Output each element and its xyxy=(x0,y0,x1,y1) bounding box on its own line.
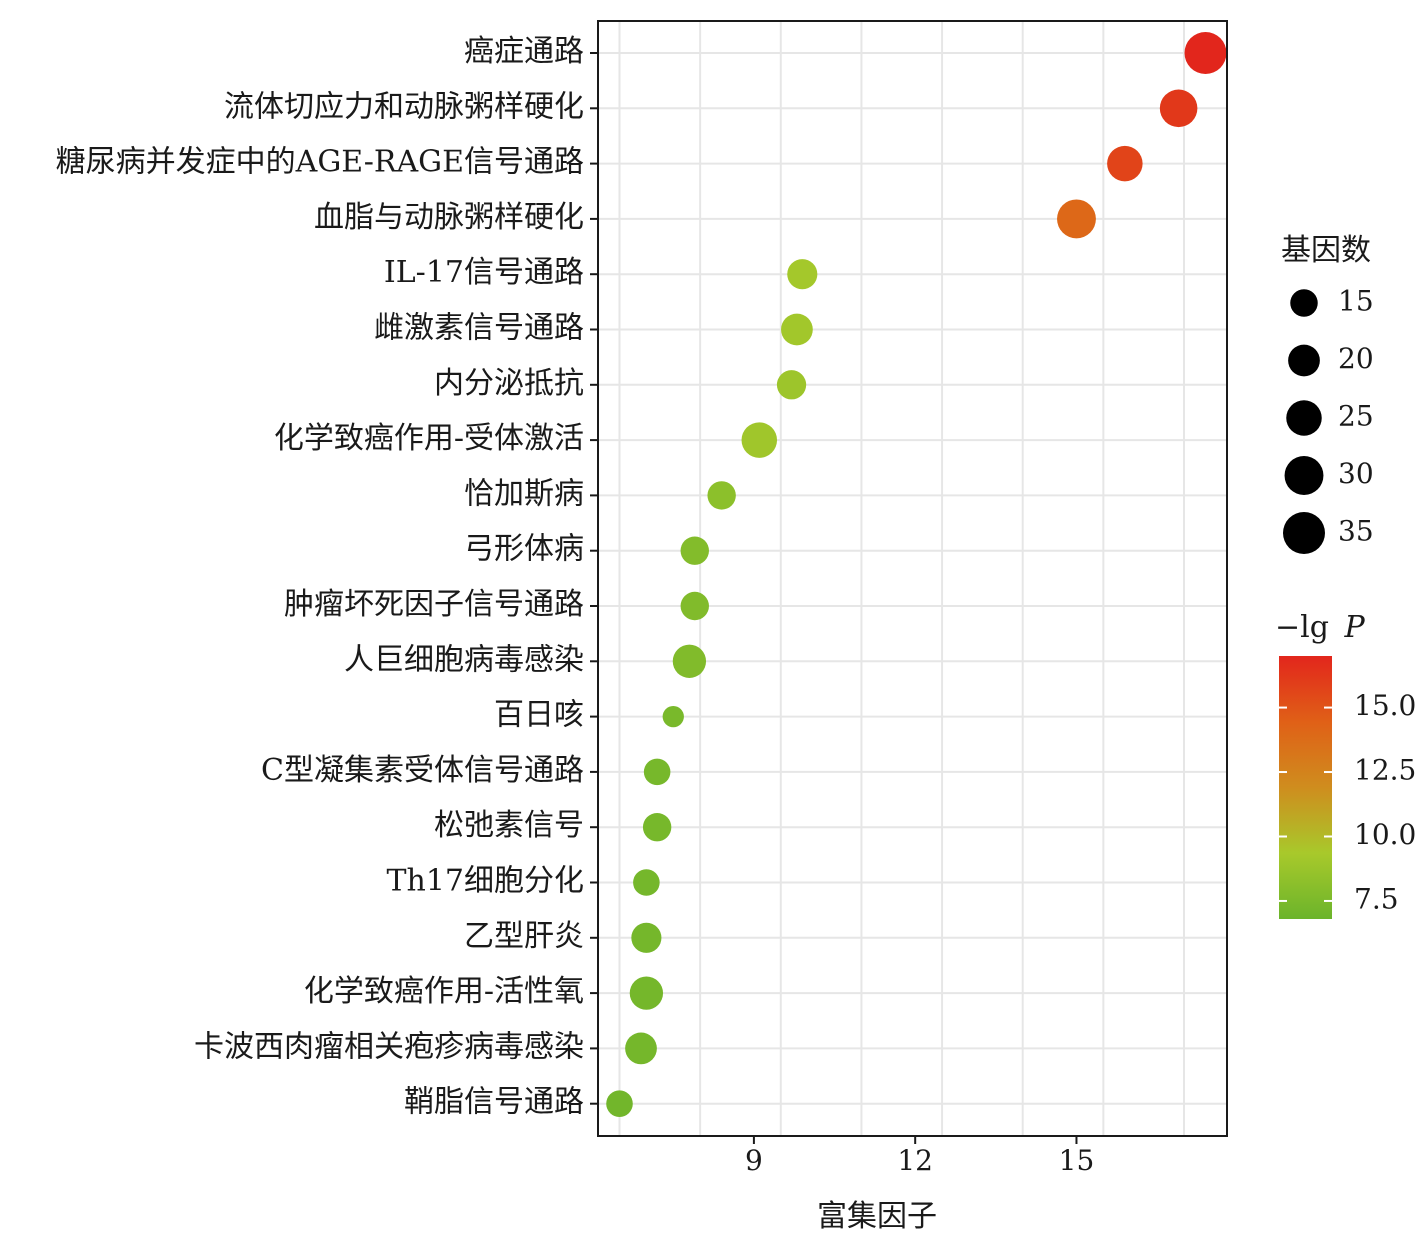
x-axis-ticks: 9 12 15 xyxy=(745,1136,1094,1177)
category-label: Th17细胞分化 xyxy=(386,864,584,899)
color-tick-label: 12.5 xyxy=(1354,754,1416,787)
data-point xyxy=(1184,31,1227,75)
category-label: 内分泌抵抗 xyxy=(434,366,584,401)
size-legend-dot xyxy=(1284,456,1324,495)
size-legend-dot xyxy=(1282,511,1326,555)
color-tick-label: 10.0 xyxy=(1354,818,1416,851)
category-label: 流体切应力和动脉粥样硬化 xyxy=(224,89,584,124)
size-legend-dot xyxy=(1286,400,1322,436)
data-point xyxy=(633,869,660,896)
data-point xyxy=(631,922,662,953)
data-point xyxy=(643,758,671,786)
category-label: 肿瘤坏死因子信号通路 xyxy=(284,587,584,622)
data-point xyxy=(1159,89,1198,128)
data-point xyxy=(672,644,707,678)
x-tick-label: 9 xyxy=(745,1144,763,1177)
color-legend: −lg P 15.0 12.5 10.0 7.5 xyxy=(1275,610,1416,919)
x-axis-title: 富集因子 xyxy=(817,1199,937,1234)
category-label: 卡波西肉瘤相关疱疹病毒感染 xyxy=(194,1029,584,1064)
data-point xyxy=(1107,145,1143,182)
category-label: 雌激素信号通路 xyxy=(374,311,584,346)
size-legend-dot xyxy=(1288,344,1320,377)
category-label: 恰加斯病 xyxy=(464,476,584,511)
data-point xyxy=(625,1032,657,1065)
category-label: 弓形体病 xyxy=(464,532,584,567)
data-point xyxy=(741,422,778,458)
grid-lines xyxy=(598,21,1227,1136)
category-labels: 癌症通路流体切应力和动脉粥样硬化糖尿病并发症中的AGE-RAGE信号通路血脂与动… xyxy=(56,34,584,1120)
category-label: 化学致癌作用-活性氧 xyxy=(304,974,584,1009)
data-point xyxy=(781,313,813,346)
data-point xyxy=(680,591,709,621)
y-axis-ticks xyxy=(590,52,598,1105)
x-tick-label: 12 xyxy=(897,1144,933,1177)
category-label: 血脂与动脉粥样硬化 xyxy=(314,200,584,235)
category-label: 化学致癌作用-受体激活 xyxy=(274,421,584,456)
color-legend-title: −lg P xyxy=(1275,610,1365,645)
size-legend-dot xyxy=(1290,289,1318,317)
category-label: 松弛素信号 xyxy=(434,808,584,843)
data-point xyxy=(776,370,807,400)
data-point xyxy=(707,481,736,510)
size-legend-label: 30 xyxy=(1338,457,1374,490)
color-tick-label: 7.5 xyxy=(1354,882,1399,915)
category-label: 人巨细胞病毒感染 xyxy=(344,642,584,677)
data-points xyxy=(606,31,1227,1117)
data-point xyxy=(606,1090,633,1117)
category-label: IL-17信号通路 xyxy=(384,255,584,290)
data-point xyxy=(680,536,709,565)
data-point xyxy=(642,813,672,842)
size-legend-label: 20 xyxy=(1338,342,1374,375)
color-tick-label: 15.0 xyxy=(1354,689,1416,722)
data-point xyxy=(787,259,818,290)
color-bar xyxy=(1279,656,1332,919)
color-legend-title-prefix: −lg xyxy=(1275,610,1329,645)
data-point xyxy=(1057,199,1096,239)
category-label: 百日咳 xyxy=(494,698,584,733)
category-label: 鞘脂信号通路 xyxy=(404,1085,584,1120)
data-point xyxy=(629,976,664,1010)
size-legend-label: 15 xyxy=(1338,285,1374,318)
category-label: 乙型肝炎 xyxy=(464,919,584,954)
plot-frame xyxy=(597,20,1228,1137)
category-label: 糖尿病并发症中的AGE-RAGE信号通路 xyxy=(56,145,584,180)
size-legend-title: 基因数 xyxy=(1281,233,1371,268)
x-tick-label: 15 xyxy=(1059,1144,1095,1177)
size-legend: 基因数 15 20 25 30 35 xyxy=(1281,233,1374,555)
data-point xyxy=(662,705,684,728)
color-legend-title-var: P xyxy=(1343,610,1365,645)
category-label: C型凝集素受体信号通路 xyxy=(261,753,584,788)
size-legend-label: 35 xyxy=(1338,515,1374,548)
category-label: 癌症通路 xyxy=(464,34,584,69)
size-legend-label: 25 xyxy=(1338,400,1374,433)
